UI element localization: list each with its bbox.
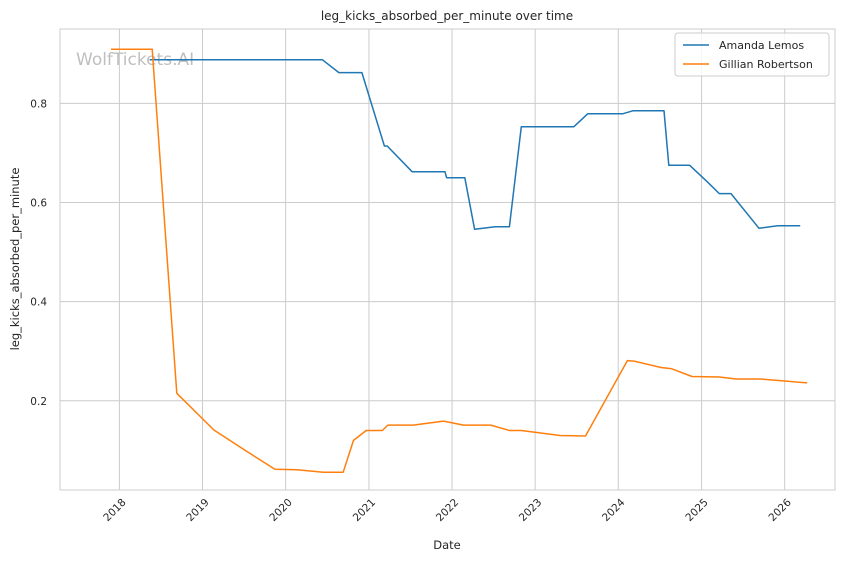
series-line-gillian-robertson [111,48,808,473]
x-tick-label: 2026 [766,496,794,524]
plot-frame [59,28,836,491]
legend-label-amanda-lemos: Amanda Lemos [719,39,804,52]
x-tick-label: 2024 [600,496,628,524]
x-tick-label: 2023 [517,497,544,524]
legend-box [674,32,830,77]
y-tick-label: 0.4 [30,297,47,309]
y-tick-labels: 0.2 0.4 0.6 0.8 [30,98,47,407]
x-tick-label: 2025 [683,497,710,524]
legend: Amanda Lemos Gillian Robertson [674,32,830,77]
x-tick-label: 2018 [101,497,128,524]
x-axis-label: Date [433,538,461,552]
x-tick-label: 2019 [184,497,211,524]
legend-label-gillian-robertson: Gillian Robertson [719,58,813,71]
series-group [111,48,808,473]
watermark: WolfTickets.AI [76,50,194,70]
y-tick-label: 0.2 [30,396,47,408]
x-tick-labels: 2018 2019 2020 2021 2022 2023 2024 2025 2026 [101,496,794,524]
x-tick-label: 2021 [351,497,378,524]
chart-title: leg_kicks_absorbed_per_minute over time [321,9,573,23]
x-tick-label: 2022 [434,497,461,524]
series-line-amanda-lemos [149,58,801,231]
y-tick-label: 0.6 [30,197,47,209]
x-tick-label: 2020 [267,497,294,524]
y-tick-label: 0.8 [30,98,47,110]
grid [60,29,835,490]
y-axis-label: leg_kicks_absorbed_per_minute [8,168,22,351]
